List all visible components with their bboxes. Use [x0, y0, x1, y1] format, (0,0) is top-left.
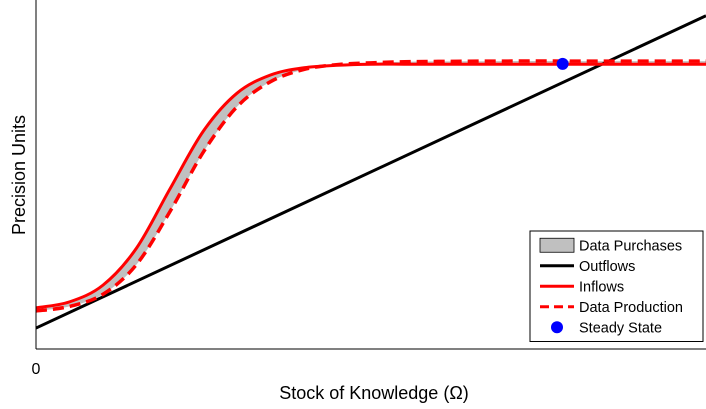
legend: Data Purchases Outflows Inflows Data Produc… — [529, 230, 704, 342]
legend-label-steady-state: Steady State — [579, 320, 662, 336]
steady-state-point — [556, 57, 569, 70]
x-tick-label: 0 — [32, 361, 41, 378]
legend-label-outflows: Outflows — [579, 259, 635, 275]
legend-swatch-steady-state — [551, 321, 563, 334]
plot-area — [35, 14, 706, 330]
y-axis-label: Precision Units — [9, 115, 29, 235]
legend-label-inflows: Inflows — [579, 279, 624, 295]
x-axis-label: Stock of Knowledge (Ω) — [279, 383, 469, 403]
data-production-line — [35, 59, 706, 313]
legend-label-data-production: Data Production — [579, 300, 683, 316]
legend-label-data-purchases: Data Purchases — [579, 238, 682, 254]
legend-swatch-data-purchases — [539, 237, 575, 253]
outflows-line — [35, 14, 706, 330]
